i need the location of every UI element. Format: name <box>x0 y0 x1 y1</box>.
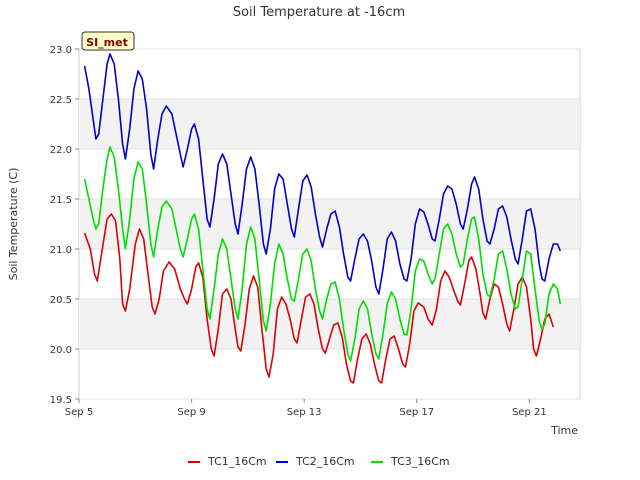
grid-band <box>79 199 580 249</box>
chart-title: Soil Temperature at -16cm <box>233 5 405 20</box>
station-badge: SI_met <box>81 31 135 51</box>
y-tick-label: 21.0 <box>50 245 72 256</box>
grid <box>79 48 580 400</box>
y-tick-label: 22.0 <box>50 145 72 156</box>
x-tick-label: Sep 9 <box>177 407 205 418</box>
y-axis-label: Soil Temperature (C) <box>7 168 20 281</box>
station-badge-box <box>81 31 135 51</box>
y-tick-label: 22.5 <box>50 95 72 106</box>
x-tick-label: Sep 21 <box>512 407 547 418</box>
y-tick-label: 20.0 <box>50 345 72 356</box>
x-tick-label: Sep 5 <box>65 407 93 418</box>
series-lines <box>83 53 562 384</box>
legend-item-TC2_16Cm: TC2_16Cm <box>276 455 355 468</box>
grid-band <box>79 99 580 149</box>
y-tick-label: 20.5 <box>50 295 72 306</box>
x-tick-label: Sep 17 <box>399 407 434 418</box>
legend-label: TC3_16Cm <box>390 455 450 468</box>
x-axis: Sep 5 Sep 9 Sep 13 Sep 17 Sep 21 <box>65 399 547 418</box>
legend-label: TC1_16Cm <box>207 455 267 468</box>
legend: TC1_16Cm TC2_16Cm TC3_16Cm <box>188 455 450 468</box>
plot-background <box>78 48 581 400</box>
y-tick-label: 21.5 <box>50 195 72 206</box>
legend-label: TC2_16Cm <box>295 455 355 468</box>
station-badge-label: SI_met <box>86 36 128 49</box>
x-tick-label: Sep 13 <box>287 407 322 418</box>
legend-item-TC3_16Cm: TC3_16Cm <box>371 455 450 468</box>
series-line-TC3_16Cm <box>83 146 562 362</box>
y-axis: 19.5 20.0 20.5 21.0 21.5 22.0 22.5 23.0 <box>50 45 79 406</box>
series-line-TC1_16Cm <box>83 213 555 384</box>
y-tick-label: 19.5 <box>50 395 72 406</box>
legend-item-TC1_16Cm: TC1_16Cm <box>188 455 267 468</box>
series-line-TC2_16Cm <box>83 53 562 295</box>
x-axis-label: Time <box>550 424 578 437</box>
y-tick-label: 23.0 <box>50 45 72 56</box>
